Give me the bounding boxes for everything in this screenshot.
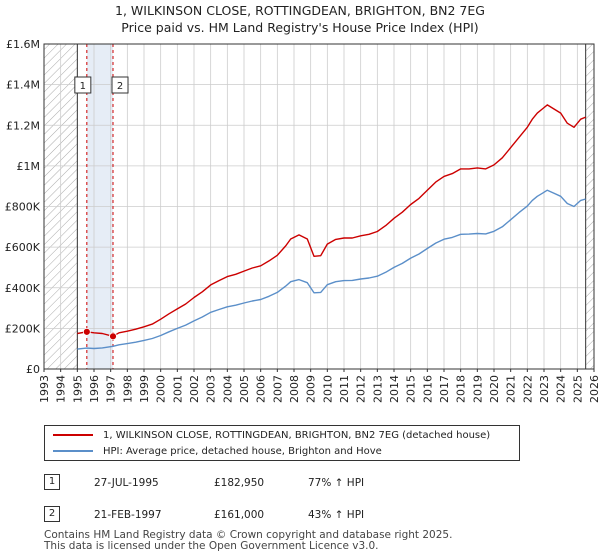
y-tick-label: £200K xyxy=(5,322,41,335)
y-tick-label: £600K xyxy=(5,241,41,254)
x-tick-label: 2007 xyxy=(271,375,284,403)
y-tick-label: £400K xyxy=(5,282,41,295)
series-line xyxy=(77,104,586,337)
legend-swatch-hpi xyxy=(53,450,93,452)
legend-swatch-property xyxy=(53,434,93,436)
transaction-marker: 1 xyxy=(44,474,60,490)
x-tick-label: 2015 xyxy=(405,375,418,403)
transaction-date: 21-FEB-1997 xyxy=(94,509,162,521)
x-tick-label: 2013 xyxy=(371,375,384,403)
x-tick-label: 1996 xyxy=(88,375,101,403)
x-tick-label: 2006 xyxy=(255,375,268,403)
x-tick-label: 2014 xyxy=(388,375,401,403)
x-tick-label: 2018 xyxy=(455,375,468,403)
x-tick-label: 2005 xyxy=(238,375,251,403)
plot-frame xyxy=(43,43,595,370)
y-tick-label: £1.2M xyxy=(6,119,40,132)
x-tick-label: 2026 xyxy=(588,375,600,403)
x-tick-label: 2020 xyxy=(488,375,501,403)
chart-title: 1, WILKINSON CLOSE, ROTTINGDEAN, BRIGHTO… xyxy=(115,3,485,18)
x-tick-label: 2001 xyxy=(171,375,184,403)
y-tick-label: £1.4M xyxy=(6,79,40,92)
x-tick-label: 1994 xyxy=(55,375,68,403)
x-tick-label: 1998 xyxy=(121,375,134,403)
y-tick-label: £0 xyxy=(26,363,40,376)
x-tick-label: 1999 xyxy=(138,375,151,403)
chart-legend: 1, WILKINSON CLOSE, ROTTINGDEAN, BRIGHTO… xyxy=(44,425,520,461)
x-tick-label: 2009 xyxy=(305,375,318,403)
x-tick-label: 1993 xyxy=(38,375,51,403)
x-tick-label: 1997 xyxy=(105,375,118,403)
legend-label-hpi: HPI: Average price, detached house, Brig… xyxy=(103,446,382,457)
transaction-row: 2 21-FEB-1997 £161,000 43% ↑ HPI xyxy=(44,505,564,525)
x-tick-label: 2012 xyxy=(355,375,368,403)
x-tick-label: 2017 xyxy=(438,375,451,403)
y-tick-label: £1M xyxy=(17,160,41,173)
price-chart: 1 2 £0 £200K £400K £600K £800K £1M £1.2M £1.4M £1.… xyxy=(5,38,600,403)
x-tick-label: 2022 xyxy=(521,375,534,403)
x-tick-label: 2021 xyxy=(505,375,518,403)
y-tick-label: £1.6M xyxy=(6,38,40,51)
x-tick-label: 2024 xyxy=(555,375,568,403)
series-line xyxy=(77,189,586,350)
legend-item-hpi: HPI: Average price, detached house, Brig… xyxy=(53,444,382,460)
x-tick-label: 2002 xyxy=(188,375,201,403)
x-tick-label: 2000 xyxy=(155,375,168,403)
x-tick-label: 1995 xyxy=(71,375,84,403)
legend-item-property: 1, WILKINSON CLOSE, ROTTINGDEAN, BRIGHTO… xyxy=(53,428,490,444)
sale-point xyxy=(82,327,91,336)
x-tick-label: 2023 xyxy=(538,375,551,403)
x-tick-label: 2016 xyxy=(421,375,434,403)
annotation-label: 1 xyxy=(80,81,86,92)
transaction-price: £161,000 xyxy=(214,509,265,521)
annotation-box xyxy=(74,76,92,94)
transaction-row: 1 27-JUL-1995 £182,950 77% ↑ HPI xyxy=(44,473,564,493)
annotation-label: 2 xyxy=(117,81,123,92)
x-tick-label: 2025 xyxy=(571,375,584,403)
transaction-marker: 2 xyxy=(44,506,60,522)
x-tick-label: 2003 xyxy=(205,375,218,403)
sale-point xyxy=(109,332,117,341)
x-tick-label: 2019 xyxy=(471,375,484,403)
footer-license: This data is licensed under the Open Gov… xyxy=(44,540,379,552)
y-tick-label: £800K xyxy=(5,201,41,214)
footer: Contains HM Land Registry data © Crown c… xyxy=(44,530,452,552)
x-tick-label: 2011 xyxy=(338,375,351,403)
legend-label-property: 1, WILKINSON CLOSE, ROTTINGDEAN, BRIGHTO… xyxy=(103,430,491,441)
x-tick-label: 2010 xyxy=(321,375,334,403)
x-tick-label: 2008 xyxy=(288,375,301,403)
x-tick-label: 2004 xyxy=(221,375,234,403)
transaction-date: 27-JUL-1995 xyxy=(94,477,159,489)
footer-copyright: Contains HM Land Registry data © Crown c… xyxy=(44,529,453,541)
annotation-box xyxy=(111,76,129,94)
transaction-hpi-change: 43% ↑ HPI xyxy=(308,509,365,521)
transaction-hpi-change: 77% ↑ HPI xyxy=(308,477,365,489)
chart-subtitle: Price paid vs. HM Land Registry's House … xyxy=(121,20,479,35)
chart-title-block: 1, WILKINSON CLOSE, ROTTINGDEAN, BRIGHTO… xyxy=(0,2,600,36)
transaction-price: £182,950 xyxy=(214,477,265,489)
